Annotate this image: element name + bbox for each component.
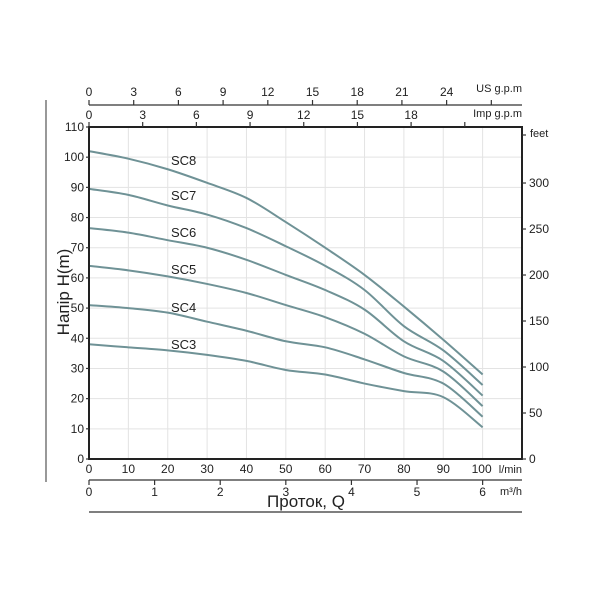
feet-tick-label: 150 [529,314,549,328]
curve-sc3 [88,343,484,429]
y-tick-label: 110 [65,120,84,134]
y-tick-label: 80 [71,211,85,225]
y-tick-label: 70 [71,241,85,255]
imp-gpm-tick-label: 0 [86,108,93,122]
feet-tick-label: 300 [529,176,549,190]
feet-tick-label: 100 [529,360,549,374]
feet-tick-label: 250 [529,222,549,236]
m3h-tick-label: 3 [282,485,289,499]
unit-feet: feet [530,128,548,140]
y-tick-label: 40 [71,331,85,345]
imp-gpm-tick-label: 9 [247,108,254,122]
series-label-sc5: SC5 [171,262,196,277]
unit-lmin: l/min [499,464,522,476]
us-gpm-tick-label: 6 [175,85,182,99]
y-tick-label: 50 [71,301,85,315]
us-gpm-tick-label: 21 [395,85,409,99]
m3h-tick-label: 4 [348,485,355,499]
unit-m3h: m³/h [500,486,522,498]
us-gpm-tick-label: 3 [130,85,137,99]
y-tick-label: 100 [64,150,84,164]
us-gpm-tick-label: 12 [261,85,275,99]
series-label-sc7: SC7 [171,188,196,203]
feet-tick-label: 0 [529,452,536,466]
grid [89,127,522,459]
curve-sc8 [88,150,484,376]
performance-curves: SC8 SC7 SC6 SC5 SC4 SC3 [88,150,484,429]
m3h-tick-label: 6 [479,485,486,499]
imp-gpm-tick-label: 6 [193,108,200,122]
m3h-tick-label: 2 [217,485,224,499]
m3h-tick-label: 5 [414,485,421,499]
curve-sc7 [88,187,484,386]
m3h-tick-label: 1 [151,485,158,499]
us-gpm-tick-label: 15 [306,85,320,99]
plot-frame [88,126,523,460]
series-label-sc6: SC6 [171,225,196,240]
y-tick-label: 90 [71,180,85,194]
x-tick-label: 0 [86,462,93,476]
unit-us-gpm: US g.p.m [476,83,522,95]
x-tick-label: 70 [358,462,372,476]
imp-gpm-tick-label: 3 [139,108,146,122]
curve-sc5 [88,264,484,407]
imp-gpm-tick-label: 18 [404,108,418,122]
curve-sc6 [88,227,484,397]
series-label-sc3: SC3 [171,337,196,352]
svg-text:100: 100 [472,462,492,476]
series-label-sc8: SC8 [171,153,196,168]
us-gpm-tick-label: 18 [351,85,365,99]
us-gpm-tick-label: 9 [220,85,227,99]
x-tick-label: 20 [161,462,175,476]
x-tick-label: 40 [240,462,254,476]
us-gpm-tick-label: 24 [440,85,454,99]
us-gpm-tick-label: 0 [86,85,93,99]
imp-gpm-tick-label: 15 [351,108,365,122]
x-tick-label: 80 [397,462,411,476]
x-tick-label: 90 [437,462,451,476]
y-tick-label: 30 [71,361,85,375]
y-tick-label: 0 [77,452,84,466]
y-tick-label: 60 [71,271,85,285]
imp-gpm-tick-label: 12 [297,108,311,122]
x-tick-label: 60 [319,462,333,476]
series-label-sc4: SC4 [171,300,196,315]
m3h-tick-label: 0 [86,485,93,499]
curve-sc4 [88,304,484,418]
axes: 0102030405060708090100110050100150200250… [64,85,549,499]
x-axis-title: Проток, Q [267,492,345,511]
x-tick-label: 10 [122,462,136,476]
feet-tick-label: 200 [529,268,549,282]
x-tick-label: 30 [200,462,214,476]
y-tick-label: 10 [71,422,85,436]
x-tick-label: 50 [279,462,293,476]
y-tick-label: 20 [71,392,85,406]
y-axis-title: Напір H(m) [54,249,73,336]
feet-tick-label: 50 [529,406,543,420]
unit-imp-gpm: Imp g.p.m [473,108,522,120]
